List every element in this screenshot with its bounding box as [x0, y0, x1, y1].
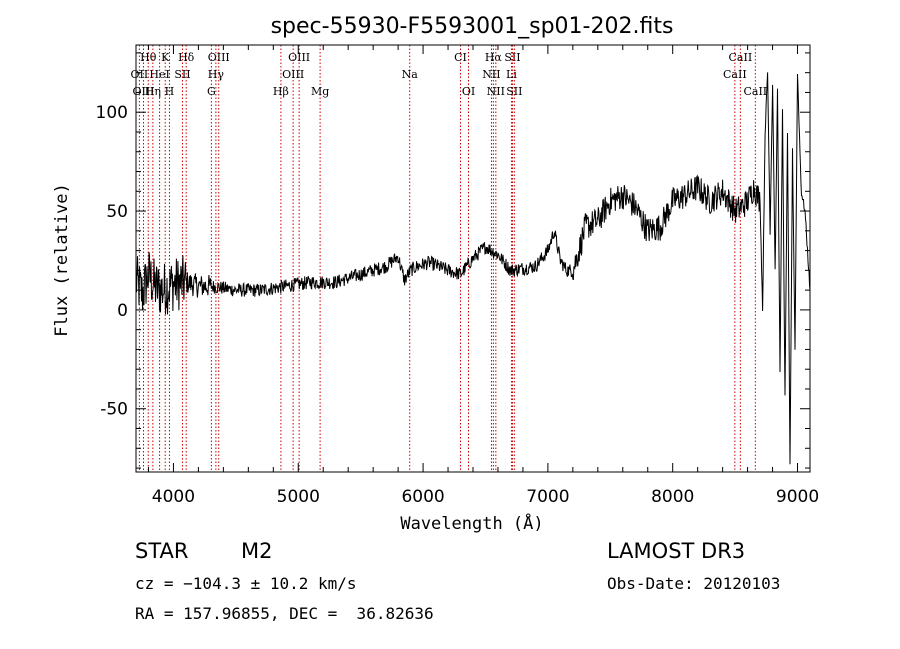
- spectral-line-label: OII: [131, 68, 149, 81]
- spectral-line-label: CaII: [729, 51, 753, 64]
- chart-title: spec-55930-F5593001_sp01-202.fits: [271, 14, 674, 39]
- spectral-line-label: G: [207, 85, 216, 98]
- x-tick-label: 7000: [526, 487, 569, 507]
- spectral-line-label: SII: [506, 85, 522, 98]
- spectral-line-label: NII: [482, 68, 500, 81]
- spectral-line-label: HeI: [149, 68, 169, 81]
- spectral-line-label: OIII: [208, 51, 230, 64]
- spectral-line-label: Hα: [485, 51, 503, 64]
- spectral-line-label: OIII: [282, 68, 304, 81]
- spectral-line-label: SII: [174, 68, 190, 81]
- spectral-line-label: Mg: [311, 85, 329, 98]
- spectral-line-label: Hη: [145, 85, 161, 98]
- spectrum-line: [135, 72, 811, 465]
- spectral-line-label: OIII: [132, 85, 154, 98]
- object-subclass: M2: [241, 539, 273, 563]
- spectral-line-label: CaII: [723, 68, 747, 81]
- spectral-line-label: Li: [506, 68, 517, 81]
- x-tick-label: 9000: [776, 487, 819, 507]
- observation-date: Obs-Date: 20120103: [607, 574, 781, 593]
- x-tick-label: 8000: [651, 487, 694, 507]
- spectral-line-label: OIII: [288, 51, 310, 64]
- y-tick-label: 100: [96, 103, 128, 123]
- coordinates-readout: RA = 157.96855, DEC = 36.82636: [135, 604, 434, 623]
- spectral-line-label: OI: [462, 85, 475, 98]
- spectral-line-label: Hβ: [273, 85, 289, 98]
- spectral-line-label: CaII: [743, 85, 767, 98]
- x-axis-label: Wavelength (Å): [400, 512, 543, 534]
- object-class: STAR: [135, 539, 189, 563]
- y-tick-label: -50: [100, 400, 128, 420]
- spectrum-series: [135, 72, 811, 465]
- spectral-line-label: Hγ: [208, 68, 225, 81]
- x-tick-label: 5000: [277, 487, 320, 507]
- spectral-line-label: NII: [487, 85, 505, 98]
- redshift-readout: cz = −104.3 ± 10.2 km/s: [135, 574, 357, 593]
- survey-name: LAMOST DR3: [607, 539, 746, 563]
- axis-ticks: 4000 5000 6000 7000 8000 9000 -50 0 50 100: [96, 45, 819, 507]
- spectral-line-label: Hθ: [140, 51, 157, 64]
- spectral-line-label: Na: [402, 68, 419, 81]
- x-tick-label: 4000: [152, 487, 195, 507]
- spectral-line-label: K: [161, 51, 170, 64]
- spectral-line-label: Hδ: [178, 51, 195, 64]
- spectral-line-label: H: [165, 85, 175, 98]
- spectral-line-label: CI: [454, 51, 467, 64]
- y-tick-label: 0: [117, 301, 128, 321]
- x-tick-label: 6000: [401, 487, 444, 507]
- spectral-line-label: SII: [504, 51, 520, 64]
- y-axis-label: Flux (relative): [52, 183, 72, 337]
- y-tick-label: 50: [106, 202, 128, 222]
